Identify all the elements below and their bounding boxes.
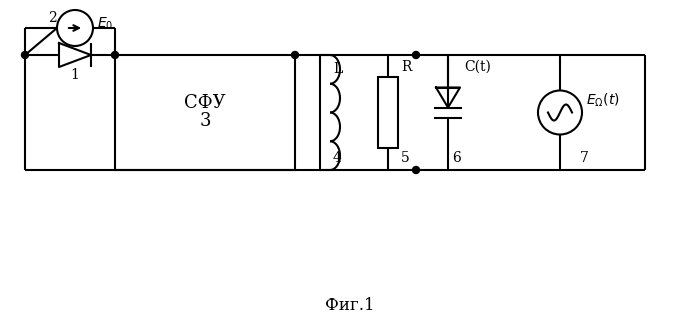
Circle shape <box>22 52 29 58</box>
Text: 3: 3 <box>199 112 211 130</box>
Text: 6: 6 <box>452 151 461 165</box>
Text: Фиг.1: Фиг.1 <box>326 297 374 314</box>
Text: $E_{\Omega}(t)$: $E_{\Omega}(t)$ <box>586 92 620 109</box>
Text: 1: 1 <box>71 68 79 82</box>
Circle shape <box>412 167 419 173</box>
Circle shape <box>291 52 298 58</box>
Circle shape <box>111 52 118 58</box>
Circle shape <box>412 52 419 58</box>
Bar <box>378 77 398 148</box>
Text: R: R <box>401 60 412 74</box>
Text: 7: 7 <box>580 151 589 165</box>
Text: L: L <box>333 62 342 76</box>
Text: C(t): C(t) <box>464 60 491 74</box>
Text: СФУ: СФУ <box>184 95 226 112</box>
Text: 5: 5 <box>401 151 410 165</box>
Bar <box>115 55 295 170</box>
Text: 4: 4 <box>333 151 342 165</box>
Text: $E_0$: $E_0$ <box>97 16 113 32</box>
Text: 2: 2 <box>48 11 57 25</box>
